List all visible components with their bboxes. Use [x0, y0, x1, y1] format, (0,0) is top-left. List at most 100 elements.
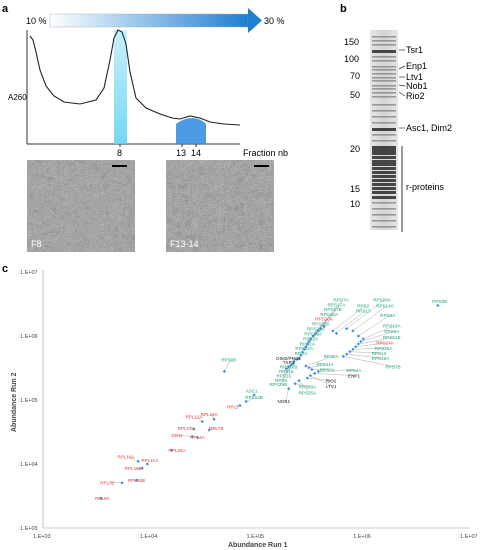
c-x-tick: 1.E+05: [247, 534, 265, 540]
data-point: [305, 342, 310, 346]
data-point: [212, 417, 216, 421]
point-label: RPS23A: [312, 322, 331, 327]
gel-bands: [372, 36, 396, 228]
data-point: [297, 356, 301, 360]
point-label: RPS2: [357, 303, 369, 308]
data-point: [302, 347, 306, 351]
c-y-tick: 1.E+03: [20, 526, 38, 532]
leader-line: [363, 325, 394, 340]
gel-band: [372, 220, 396, 222]
leader-line: [346, 299, 385, 329]
c-x-tick: 1.E+07: [460, 534, 478, 540]
c-y-tick: 1.E+06: [20, 334, 38, 340]
point-label: DIM2/PNO1: [276, 356, 301, 361]
point-label: RPS9A: [380, 313, 396, 318]
leader-line: [282, 366, 289, 381]
peak-fraction-8: [114, 30, 127, 144]
point-label: RPS9B: [221, 357, 236, 362]
gel-band: [372, 214, 396, 216]
point-label: RPS0A: [320, 367, 336, 372]
gel-band: [372, 156, 396, 159]
data-point: [316, 329, 320, 333]
point-label: RPS30A: [299, 385, 318, 390]
leader-line: [346, 354, 383, 359]
marker-50: 50: [350, 90, 360, 100]
gel-band: [372, 88, 396, 90]
data-point: [289, 363, 293, 367]
c-x-label: Abundance Run 1: [228, 542, 288, 549]
band-nob1: Nob1: [406, 81, 428, 91]
leader-line: [352, 305, 388, 332]
point-label: RPL12A: [185, 414, 203, 419]
data-point: [284, 366, 288, 371]
gel-band: [372, 85, 396, 87]
gel-band: [372, 56, 396, 58]
data-point: [169, 448, 174, 452]
c-x-tick: 1.E+04: [140, 534, 158, 540]
data-point: [361, 337, 365, 341]
point-label: RIO2: [326, 379, 337, 384]
gel-band: [372, 122, 396, 124]
data-point: [287, 387, 291, 391]
c-y-tick: 1.E+07: [20, 270, 38, 276]
band-ltv1: Ltv1: [406, 72, 423, 82]
band-enp1: Enp1: [406, 61, 427, 71]
gel-band: [372, 77, 396, 79]
marker-15: 15: [350, 184, 360, 194]
data-point: [351, 347, 355, 351]
point-label: RPL3: [227, 405, 239, 410]
leader-line: [224, 359, 231, 372]
gel-band: [372, 92, 396, 94]
data-point: [436, 303, 440, 308]
leader-line: [355, 342, 388, 347]
a-tick-14: 14: [191, 148, 201, 158]
point-label: ENP1: [348, 373, 360, 378]
marker-10: 10: [350, 199, 360, 209]
point-label: RPL32: [100, 481, 114, 486]
data-point: [314, 331, 318, 335]
gel-band: [372, 160, 396, 163]
data-point: [200, 419, 204, 424]
a-tick-8: 8: [117, 148, 122, 158]
point-label: RPS28A: [373, 297, 392, 302]
leader-line: [360, 331, 394, 342]
micrograph-f13-14-label: F13-14: [170, 239, 199, 249]
peak-fraction-13-14: [176, 118, 206, 144]
panel-a-letter: a: [2, 3, 9, 15]
gel-band: [372, 146, 396, 149]
point-label: RPS27B: [324, 307, 342, 312]
leader-line: [307, 377, 334, 381]
data-point: [293, 382, 297, 386]
gel-band: [372, 226, 396, 228]
data-point: [351, 329, 355, 333]
data-point: [287, 365, 291, 369]
band-labels: Tsr1 Enp1 Ltv1 Nob1 Rio2 Asc1, Dim2 r-pr…: [398, 45, 452, 232]
leader-line: [358, 315, 390, 337]
data-point: [319, 327, 323, 331]
point-label: RPL19A: [201, 412, 219, 417]
gel-band: [372, 171, 396, 174]
data-point: [190, 434, 194, 438]
gel-band: [372, 140, 396, 142]
band-tsr1: Tsr1: [406, 45, 423, 55]
gel-band: [372, 44, 396, 46]
point-label: RPS16B: [280, 365, 298, 370]
point-label: RPS12: [372, 351, 387, 356]
point-label: RPS4A: [347, 368, 363, 373]
data-point: [356, 342, 360, 346]
point-label: NOB1: [277, 399, 290, 404]
data-point: [238, 403, 242, 408]
leader-line: [336, 310, 366, 334]
molecular-weight-markers: 150 100 70 50 20 15 10: [344, 37, 360, 209]
panel-b-letter: b: [340, 3, 347, 15]
micrograph-f13-14: F13-14: [166, 160, 274, 252]
gel-band: [372, 69, 396, 71]
gel-band: [372, 36, 396, 38]
data-point: [300, 350, 305, 354]
data-point: [359, 339, 363, 344]
point-label: RPS7B: [385, 365, 400, 370]
gel-band: [372, 208, 396, 210]
gel-band: [372, 116, 396, 118]
c-y-label: Abundance Run 2: [11, 372, 18, 432]
data-point: [308, 337, 313, 341]
